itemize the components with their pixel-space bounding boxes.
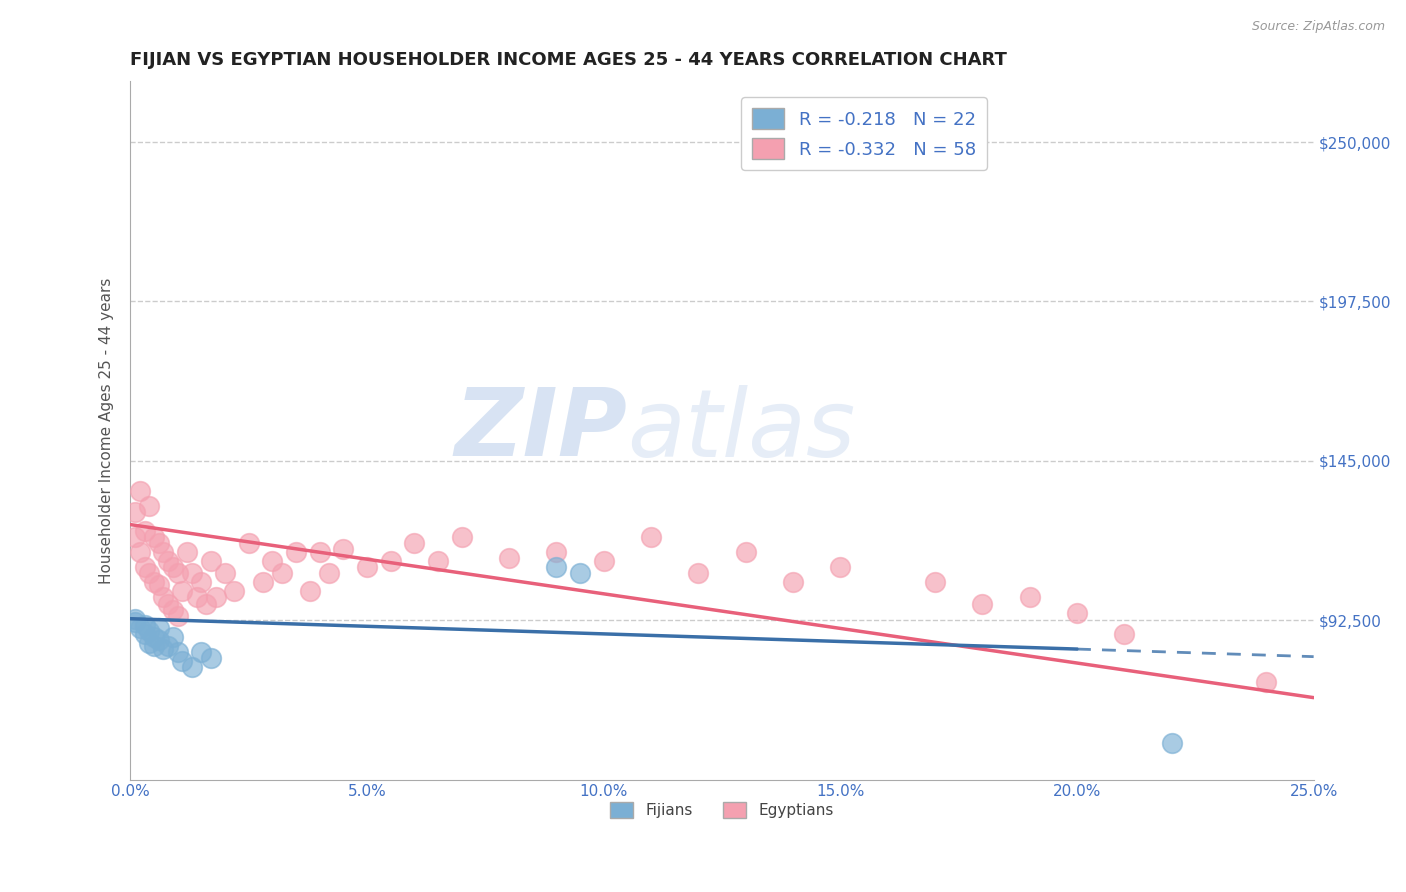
- Point: [1160, 736, 1182, 750]
- Text: atlas: atlas: [627, 385, 856, 476]
- Point: [124, 505, 146, 519]
- Point: [592, 554, 614, 568]
- Point: [190, 575, 212, 590]
- Point: [162, 630, 184, 644]
- Point: [224, 584, 246, 599]
- Point: [143, 639, 166, 653]
- Point: [262, 554, 284, 568]
- Point: [148, 621, 170, 635]
- Point: [190, 645, 212, 659]
- Point: [1066, 606, 1088, 620]
- Y-axis label: Householder Income Ages 25 - 44 years: Householder Income Ages 25 - 44 years: [100, 277, 114, 583]
- Point: [782, 575, 804, 590]
- Point: [356, 560, 378, 574]
- Point: [404, 536, 426, 550]
- Point: [166, 566, 188, 581]
- Point: [214, 566, 236, 581]
- Point: [124, 612, 146, 626]
- Point: [252, 575, 274, 590]
- Point: [332, 541, 354, 556]
- Point: [498, 551, 520, 566]
- Point: [138, 624, 160, 638]
- Point: [172, 584, 194, 599]
- Point: [546, 545, 568, 559]
- Point: [152, 642, 174, 657]
- Point: [124, 530, 146, 544]
- Point: [138, 500, 160, 514]
- Point: [200, 554, 222, 568]
- Point: [143, 530, 166, 544]
- Point: [143, 575, 166, 590]
- Point: [152, 591, 174, 605]
- Point: [138, 566, 160, 581]
- Point: [128, 621, 150, 635]
- Point: [186, 591, 208, 605]
- Point: [238, 536, 260, 550]
- Point: [148, 578, 170, 592]
- Point: [157, 554, 180, 568]
- Point: [200, 651, 222, 665]
- Point: [166, 608, 188, 623]
- Point: [134, 524, 156, 538]
- Text: FIJIAN VS EGYPTIAN HOUSEHOLDER INCOME AGES 25 - 44 YEARS CORRELATION CHART: FIJIAN VS EGYPTIAN HOUSEHOLDER INCOME AG…: [131, 51, 1007, 69]
- Point: [134, 560, 156, 574]
- Point: [124, 615, 146, 629]
- Point: [152, 545, 174, 559]
- Point: [640, 530, 662, 544]
- Point: [299, 584, 322, 599]
- Point: [569, 566, 592, 581]
- Point: [830, 560, 852, 574]
- Point: [162, 560, 184, 574]
- Point: [972, 597, 994, 611]
- Point: [128, 484, 150, 499]
- Point: [285, 545, 308, 559]
- Point: [180, 660, 202, 674]
- Point: [143, 630, 166, 644]
- Point: [308, 545, 330, 559]
- Point: [1018, 591, 1040, 605]
- Point: [924, 575, 946, 590]
- Point: [166, 645, 188, 659]
- Point: [162, 602, 184, 616]
- Point: [427, 554, 450, 568]
- Point: [270, 566, 292, 581]
- Point: [134, 617, 156, 632]
- Point: [318, 566, 340, 581]
- Point: [134, 627, 156, 641]
- Point: [172, 654, 194, 668]
- Point: [450, 530, 472, 544]
- Point: [157, 597, 180, 611]
- Point: [546, 560, 568, 574]
- Point: [128, 545, 150, 559]
- Point: [688, 566, 710, 581]
- Point: [138, 636, 160, 650]
- Text: ZIP: ZIP: [454, 384, 627, 476]
- Point: [1114, 627, 1136, 641]
- Point: [157, 639, 180, 653]
- Text: Source: ZipAtlas.com: Source: ZipAtlas.com: [1251, 20, 1385, 33]
- Point: [148, 536, 170, 550]
- Point: [180, 566, 202, 581]
- Point: [176, 545, 198, 559]
- Point: [204, 591, 226, 605]
- Point: [380, 554, 402, 568]
- Legend: Fijians, Egyptians: Fijians, Egyptians: [605, 797, 839, 824]
- Point: [195, 597, 218, 611]
- Point: [1256, 675, 1278, 690]
- Point: [734, 545, 756, 559]
- Point: [148, 632, 170, 647]
